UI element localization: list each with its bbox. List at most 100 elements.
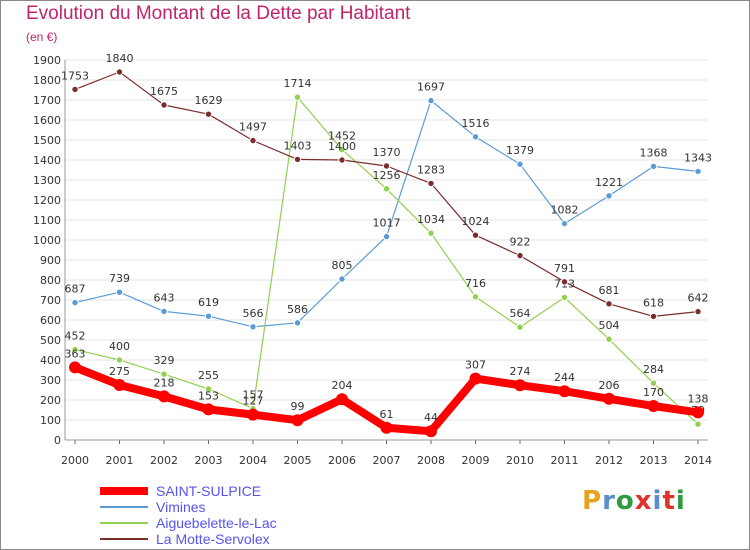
data-point [471,293,480,301]
data-label: 1629 [195,94,223,107]
data-point [605,300,613,308]
y-tick-label: 700 [40,294,61,307]
data-point [469,372,482,385]
chart-title: Evolution du Montant de la Dette par Hab… [26,3,411,24]
data-point [293,155,302,164]
data-point [694,420,702,428]
data-point [336,393,348,406]
data-label: 586 [287,303,308,316]
data-point [158,390,170,403]
data-point [202,403,215,416]
data-label: 1452 [328,130,356,143]
data-label: 1379 [506,144,534,157]
data-point [338,275,346,283]
x-tick-label: 2013 [640,454,668,467]
data-label: 1516 [462,117,490,130]
data-point [694,167,702,176]
data-point [516,251,524,260]
data-point [605,335,613,343]
data-label: 739 [109,272,130,285]
y-tick-label: 1100 [33,214,61,227]
data-point [115,356,124,364]
legend-swatch [100,506,148,508]
data-label: 1034 [417,213,445,226]
data-point [649,162,658,171]
legend-label: Aiguebelette-le-Lac [156,515,277,531]
data-point [204,110,213,118]
data-label: 687 [65,283,86,296]
data-point [204,385,213,393]
data-point [69,361,81,374]
data-point [382,232,391,241]
legend-label: Vimines [156,499,206,515]
data-point [71,85,79,94]
x-tick-label: 2007 [373,454,401,467]
data-point [113,379,126,391]
y-tick-label: 400 [40,354,61,367]
data-label: 1697 [417,81,445,94]
data-point [71,345,79,354]
data-point [160,307,168,316]
data-label: 244 [554,371,575,384]
data-label: 1017 [373,217,401,230]
x-tick-label: 2005 [284,454,312,467]
data-point [558,385,571,398]
data-point [560,278,569,286]
chart-subtitle: (en €) [26,30,58,44]
data-label: 1400 [328,140,356,153]
data-label: 363 [65,347,86,360]
x-tick-label: 2000 [61,454,89,467]
data-label: 681 [599,284,620,297]
data-point [427,96,435,105]
proxiti-logo: Proxiti [582,486,686,516]
legend-swatch [100,538,148,540]
x-tick-label: 2001 [106,454,134,467]
data-point [471,133,480,141]
data-label: 61 [380,408,394,421]
data-label: 1840 [106,52,134,65]
y-tick-label: 1500 [33,134,61,147]
data-label: 618 [643,296,664,309]
data-point [293,93,302,101]
data-label: 1714 [284,77,312,90]
data-label: 1082 [551,204,579,217]
data-label: 153 [198,389,219,402]
data-label: 1675 [150,85,178,98]
data-point [692,406,704,419]
data-point [516,160,524,168]
data-label: 329 [154,354,175,367]
data-label: 400 [109,340,130,353]
legend-swatch [100,487,148,495]
x-tick-label: 2006 [328,454,356,467]
x-tick-label: 2010 [506,454,534,467]
data-label: 1370 [373,146,401,159]
legend-swatch [100,522,148,524]
y-tick-label: 200 [40,394,61,407]
data-label: 99 [291,400,305,413]
x-tick-label: 2004 [239,454,267,467]
y-tick-label: 1200 [33,194,61,207]
x-tick-label: 2011 [551,454,579,467]
x-tick-label: 2009 [462,454,490,467]
data-point [382,185,391,193]
x-tick-label: 2003 [195,454,223,467]
data-point [514,379,526,392]
data-point [382,162,391,170]
legend-label: SAINT-SULPICE [156,483,262,499]
data-label: 204 [332,379,353,392]
data-point [427,229,435,237]
y-tick-label: 0 [54,434,61,447]
data-label: 791 [554,262,575,275]
data-label: 275 [109,365,130,378]
data-point [647,400,660,412]
data-label: 44 [424,411,438,424]
data-label: 504 [599,319,620,332]
data-label: 1753 [61,69,89,82]
data-label: 170 [643,386,664,399]
data-label: 1368 [640,146,668,159]
data-point [160,370,168,378]
data-label: 1024 [462,215,490,228]
data-label: 284 [643,363,664,376]
y-tick-label: 1400 [33,154,61,167]
